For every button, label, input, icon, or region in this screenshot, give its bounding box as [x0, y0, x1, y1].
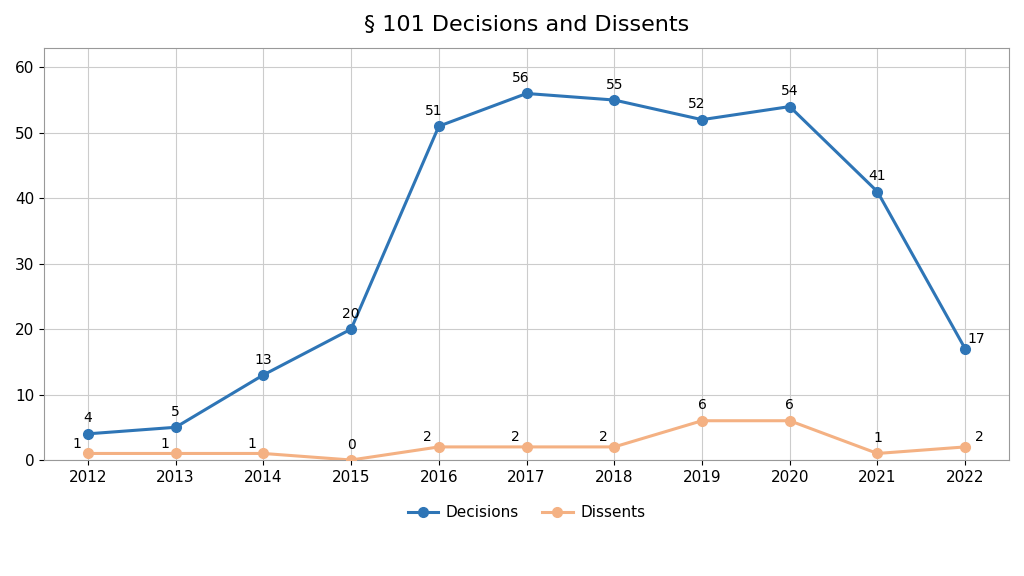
- Text: 2: 2: [423, 430, 432, 444]
- Decisions: [433, 123, 445, 130]
- Text: 4: 4: [84, 411, 92, 426]
- Text: 20: 20: [342, 307, 359, 321]
- Text: 6: 6: [785, 399, 795, 412]
- Dissents: [433, 444, 445, 450]
- Dissents: [257, 450, 269, 457]
- Decisions: [696, 116, 709, 123]
- Line: Dissents: Dissents: [83, 416, 970, 465]
- Text: 6: 6: [697, 399, 707, 412]
- Text: 56: 56: [512, 71, 529, 85]
- Decisions: [959, 345, 972, 352]
- Text: 2: 2: [975, 430, 983, 444]
- Dissents: [345, 457, 357, 464]
- Line: Decisions: Decisions: [83, 89, 970, 439]
- Text: 55: 55: [605, 78, 623, 92]
- Text: 51: 51: [425, 104, 442, 118]
- Decisions: [871, 188, 884, 195]
- Text: 2: 2: [511, 430, 520, 444]
- Title: § 101 Decisions and Dissents: § 101 Decisions and Dissents: [364, 15, 689, 35]
- Decisions: [608, 97, 621, 104]
- Dissents: [82, 450, 94, 457]
- Legend: Decisions, Dissents: Decisions, Dissents: [401, 499, 651, 526]
- Text: 5: 5: [171, 405, 180, 419]
- Text: 52: 52: [688, 97, 706, 111]
- Dissents: [520, 444, 532, 450]
- Dissents: [783, 417, 796, 424]
- Dissents: [696, 417, 709, 424]
- Decisions: [170, 424, 182, 431]
- Text: 17: 17: [968, 332, 985, 346]
- Decisions: [257, 372, 269, 378]
- Text: 1: 1: [873, 431, 882, 445]
- Text: 54: 54: [781, 84, 799, 98]
- Decisions: [82, 430, 94, 437]
- Decisions: [345, 325, 357, 332]
- Decisions: [520, 90, 532, 97]
- Text: 1: 1: [73, 437, 81, 450]
- Text: 2: 2: [599, 430, 607, 444]
- Text: 41: 41: [868, 169, 886, 183]
- Text: 0: 0: [347, 438, 355, 452]
- Dissents: [959, 444, 972, 450]
- Dissents: [871, 450, 884, 457]
- Text: 1: 1: [248, 437, 257, 450]
- Dissents: [170, 450, 182, 457]
- Dissents: [608, 444, 621, 450]
- Text: 1: 1: [160, 437, 169, 450]
- Text: 13: 13: [255, 353, 272, 366]
- Decisions: [783, 103, 796, 110]
